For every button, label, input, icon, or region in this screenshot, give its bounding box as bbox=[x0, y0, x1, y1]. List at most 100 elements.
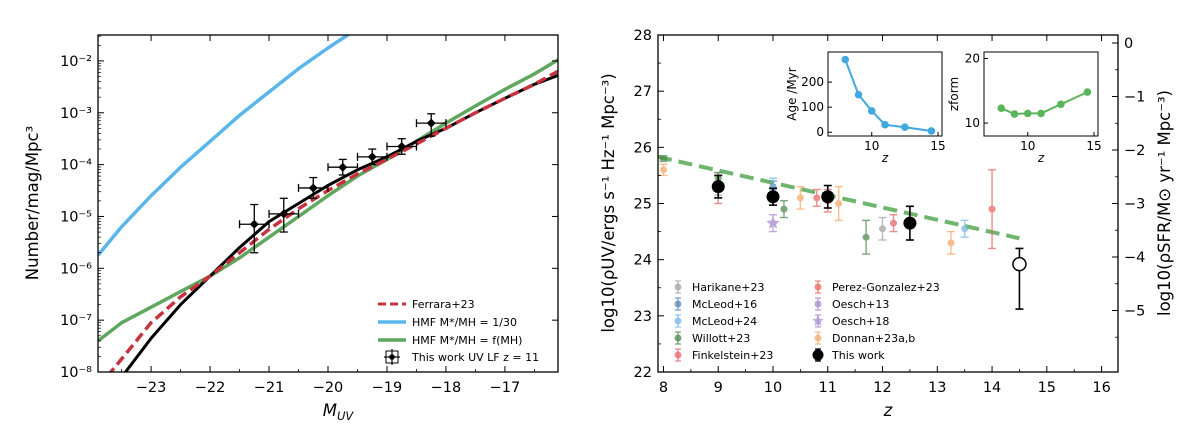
rho-uv-point-donnan-23a-b bbox=[796, 185, 805, 210]
legend-marker bbox=[674, 317, 682, 325]
inset_age-y-tick-label: 200 bbox=[801, 75, 824, 89]
rho-uv-data-points bbox=[659, 155, 1027, 310]
rho-uv-point-marker bbox=[766, 190, 780, 204]
uvlf-panel: −23 −22 −21 −20 −19 −18 −17 10⁻⁸10⁻⁷10⁻⁶10⁻⁵10… bbox=[23, 34, 559, 423]
rho-sfr-y-tick-label: −3 bbox=[1124, 197, 1145, 213]
legend-entry-mcleod-24: McLeod+24 bbox=[674, 314, 757, 328]
inset_age-marker bbox=[881, 120, 889, 129]
rho-uv-point-marker-open bbox=[1012, 256, 1027, 272]
rho-uv-x-tick-label: 14 bbox=[983, 380, 1001, 396]
inset_zform-marker bbox=[1037, 109, 1045, 118]
uvlf-y-tick-label: 10⁻³ bbox=[60, 106, 92, 122]
uvlf-point-marker bbox=[397, 141, 407, 151]
inset_zform-y-tick-label: 20 bbox=[965, 51, 980, 65]
rho-sfr-y-tick-label: −5 bbox=[1124, 303, 1145, 319]
legend-label-hmf-fixed: HMF M*/MH = 1/30 bbox=[412, 316, 517, 329]
rho-uv-y-tick-label: 28 bbox=[634, 28, 652, 44]
rho-uv-x-tick-label: 9 bbox=[714, 380, 723, 396]
legend-label: Oesch+13 bbox=[832, 298, 889, 311]
legend-label-ferrara: Ferrara+23 bbox=[412, 298, 475, 311]
rho-uv-point-willott-23 bbox=[862, 219, 871, 255]
uvlf-x-tick-label: −19 bbox=[372, 380, 403, 396]
legend-marker bbox=[674, 283, 682, 291]
inset_zform-x-tick-label: 10 bbox=[1020, 139, 1035, 153]
inset_zform-marker bbox=[1083, 88, 1092, 96]
rho-uv-right-y-ticks: −5 −4 −3 −2 −1 0 bbox=[1112, 36, 1145, 338]
rho-uv-legend: Harikane+23 McLeod+16 McLeod+24 Willott+23 F… bbox=[674, 280, 940, 362]
rho-uv-point-marker bbox=[835, 200, 843, 207]
uvlf-x-tick-label: −18 bbox=[431, 380, 462, 396]
legend-label: Oesch+18 bbox=[832, 315, 889, 328]
rho-uv-x-ticks: 8 9 10 11 12 13 14 15 16 bbox=[659, 35, 1111, 396]
legend-label: Finkelstein+23 bbox=[692, 349, 773, 362]
rho-uv-point-donnan-23a-b bbox=[659, 163, 668, 177]
star-marker bbox=[812, 315, 824, 326]
rho-uv-point-donnan-23a-b bbox=[834, 185, 843, 222]
legend-entry-donnan-23a-b: Donnan+23a,b bbox=[814, 331, 915, 345]
inset-zform-x-label: z bbox=[1037, 151, 1045, 165]
legend-marker bbox=[674, 300, 682, 308]
rho-uv-point-perez-gonzalez-23 bbox=[812, 188, 821, 208]
rho-uv-y-tick-label: 27 bbox=[634, 84, 652, 100]
inset_age-x-tick-label: 15 bbox=[930, 139, 945, 153]
rho-uv-point-marker bbox=[988, 205, 996, 213]
rho-uv-point-perez-gonzalez-23 bbox=[988, 169, 997, 250]
rho-uv-x-tick-label: 15 bbox=[1038, 380, 1056, 396]
inset_zform-marker bbox=[1023, 109, 1032, 118]
inset_age-marker bbox=[901, 123, 909, 132]
rho-uv-point-marker bbox=[813, 194, 821, 202]
inset_age-x-tick-label: 10 bbox=[864, 139, 879, 153]
rho-uv-point-this-work bbox=[821, 184, 835, 209]
rho-sfr-y-tick-label: −2 bbox=[1124, 143, 1145, 159]
inset_zform-y-tick-label: 10 bbox=[965, 116, 980, 130]
legend-entry-willott-23: Willott+23 bbox=[674, 331, 750, 345]
uvlf-point-5 bbox=[386, 138, 418, 155]
uvlf-x-tick-label: −21 bbox=[254, 380, 285, 396]
inset_age-marker bbox=[854, 90, 863, 99]
inset_age-marker bbox=[841, 55, 850, 64]
legend-label-hmf-f: HMF M*/MH = f(MH) bbox=[412, 334, 522, 347]
uvlf-x-tick-label: −22 bbox=[195, 380, 226, 396]
uvlf-y-tick-label: 10⁻⁴ bbox=[60, 158, 92, 174]
uvlf-y-tick-label: 10⁻⁶ bbox=[60, 261, 92, 277]
uvlf-series-hmf_f bbox=[98, 58, 558, 343]
rho-uv-point-marker bbox=[659, 166, 667, 174]
rho-uv-point-mcleod-24 bbox=[960, 219, 969, 238]
rho-uv-y-tick-label: 25 bbox=[634, 197, 652, 213]
inset_zform-marker bbox=[1010, 110, 1019, 118]
rho-sfr-y-tick-label: 0 bbox=[1124, 36, 1133, 52]
legend-label: McLeod+24 bbox=[692, 315, 757, 328]
legend-entry-this-work: This work bbox=[812, 348, 885, 362]
rho-uv-point-marker bbox=[821, 190, 835, 204]
uvlf-point-marker bbox=[249, 219, 259, 229]
uvlf-x-ticks: −23 −22 −21 −20 −19 −18 −17 bbox=[121, 35, 535, 396]
legend-marker bbox=[814, 334, 822, 342]
uvlf-y-tick-label: 10⁻² bbox=[60, 54, 92, 70]
rho-uv-point-this-work bbox=[903, 205, 917, 241]
rho-uv-point-marker bbox=[947, 239, 955, 247]
inset_age-y-tick-label: 100 bbox=[801, 100, 824, 114]
inset_zform-marker bbox=[997, 104, 1006, 113]
rho-uv-x-tick-label: 8 bbox=[659, 380, 668, 396]
rho-uv-point-this-work bbox=[766, 187, 780, 206]
rho-uv-point-oesch-18 bbox=[766, 214, 780, 233]
rho-uv-point-willott-23 bbox=[779, 199, 788, 219]
rho-sfr-y-tick-label: −1 bbox=[1124, 90, 1145, 106]
rho-uv-x-tick-label: 16 bbox=[1092, 380, 1110, 396]
uvlf-point-marker bbox=[279, 209, 289, 219]
rho-uv-x-tick-label: 12 bbox=[873, 380, 891, 396]
uvlf-point-marker bbox=[367, 152, 377, 162]
rho-uv-point-marker bbox=[780, 205, 788, 213]
rho-uv-x-label: z bbox=[883, 401, 893, 420]
inset-age-x-label: z bbox=[881, 151, 889, 165]
inset_zform-marker bbox=[1057, 100, 1065, 109]
rho-uv-point-marker bbox=[862, 233, 870, 241]
legend-label-this-work: This work UV LF z = 11 bbox=[411, 351, 539, 364]
rho-uv-point-this-work bbox=[711, 174, 725, 199]
rho-uv-point-this-work-open bbox=[1012, 247, 1027, 310]
legend-marker bbox=[674, 334, 682, 342]
legend-entry-harikane-23: Harikane+23 bbox=[674, 280, 764, 294]
rho-uv-point-marker bbox=[961, 225, 969, 233]
rho-sfr-y-label: log10(ρSFR/M⊙ yr⁻¹ Mpc⁻³) bbox=[1155, 90, 1174, 316]
legend-marker bbox=[814, 283, 822, 291]
